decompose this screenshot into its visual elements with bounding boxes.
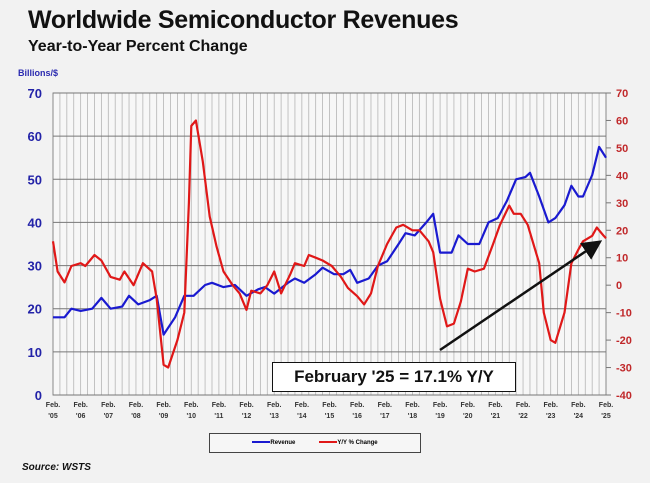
x-axis-tick-label: '05 bbox=[48, 413, 58, 420]
right-axis-tick-label: 0 bbox=[616, 280, 622, 292]
x-axis-tick-label: Feb. bbox=[267, 402, 281, 409]
left-axis-tick-label: 50 bbox=[28, 172, 42, 187]
legend: Revenue Y/Y % Change bbox=[209, 433, 421, 453]
x-axis-tick-label: Feb. bbox=[350, 402, 364, 409]
left-axis-tick-label: 20 bbox=[28, 302, 42, 317]
left-axis-tick-label: 30 bbox=[28, 259, 42, 274]
left-axis-tick-label: 40 bbox=[28, 215, 42, 230]
legend-item-revenue: Revenue bbox=[252, 440, 295, 446]
left-axis-tick-label: 60 bbox=[28, 129, 42, 144]
right-axis-tick-label: 40 bbox=[616, 170, 628, 182]
right-axis-tick-label: 50 bbox=[616, 143, 628, 155]
x-axis-tick-label: '10 bbox=[187, 413, 197, 420]
legend-item-yy-change: Y/Y % Change bbox=[319, 440, 378, 446]
x-axis-tick-label: '15 bbox=[325, 413, 335, 420]
x-axis-tick-label: Feb. bbox=[46, 402, 60, 409]
left-axis-tick-label: 70 bbox=[28, 86, 42, 101]
x-axis-tick-label: Feb. bbox=[295, 402, 309, 409]
x-axis-tick-label: '21 bbox=[491, 413, 501, 420]
chart-title: Worldwide Semiconductor Revenues bbox=[28, 6, 459, 34]
x-axis-tick-label: Feb. bbox=[461, 402, 475, 409]
source-note: Source: WSTS bbox=[22, 462, 91, 473]
annotation-box: February '25 = 17.1% Y/Y bbox=[272, 362, 516, 392]
x-axis-tick-label: '07 bbox=[104, 413, 114, 420]
left-axis-tick-label: 10 bbox=[28, 345, 42, 360]
x-axis-tick-label: Feb. bbox=[212, 402, 226, 409]
left-axis-unit-label: Billions/$ bbox=[18, 68, 59, 78]
legend-label: Revenue bbox=[270, 440, 296, 446]
x-axis-tick-label: '12 bbox=[242, 413, 252, 420]
x-axis-tick-label: Feb. bbox=[405, 402, 419, 409]
x-axis-tick-label: '23 bbox=[546, 413, 556, 420]
x-axis-tick-label: Feb. bbox=[544, 402, 558, 409]
x-axis-tick-label: '16 bbox=[352, 413, 362, 420]
x-axis-tick-label: '09 bbox=[159, 413, 169, 420]
x-axis-tick-label: '18 bbox=[408, 413, 418, 420]
x-axis-tick-label: '25 bbox=[601, 413, 611, 420]
x-axis-tick-label: Feb. bbox=[433, 402, 447, 409]
chart-subtitle: Year-to-Year Percent Change bbox=[28, 38, 248, 55]
x-axis-tick-label: Feb. bbox=[101, 402, 115, 409]
left-axis-tick-label: 0 bbox=[35, 388, 42, 403]
annotation-arrow bbox=[439, 240, 603, 352]
right-axis-tick-label: 60 bbox=[616, 115, 628, 127]
right-axis-tick-label: -30 bbox=[616, 363, 632, 375]
x-axis-tick-label: '14 bbox=[297, 413, 307, 420]
x-axis-tick-label: '08 bbox=[131, 413, 141, 420]
x-axis-tick-label: Feb. bbox=[239, 402, 253, 409]
x-axis-tick-label: Feb. bbox=[184, 402, 198, 409]
x-axis-tick-label: '06 bbox=[76, 413, 86, 420]
right-axis-tick-label: 20 bbox=[616, 225, 628, 237]
x-axis-tick-label: Feb. bbox=[129, 402, 143, 409]
right-axis-tick-label: 30 bbox=[616, 198, 628, 210]
x-axis-tick-label: Feb. bbox=[378, 402, 392, 409]
right-axis-tick-label: 70 bbox=[616, 88, 628, 100]
x-axis-tick-label: '24 bbox=[574, 413, 584, 420]
x-axis-tick-label: '20 bbox=[463, 413, 473, 420]
right-axis-tick-label: -20 bbox=[616, 335, 632, 347]
x-axis-tick-label: Feb. bbox=[488, 402, 502, 409]
x-axis-tick-label: Feb. bbox=[571, 402, 585, 409]
x-axis-tick-label: Feb. bbox=[73, 402, 87, 409]
revenue-line bbox=[53, 145, 607, 336]
x-axis-tick-label: Feb. bbox=[516, 402, 530, 409]
x-axis-tick-label: Feb. bbox=[322, 402, 336, 409]
x-axis-tick-label: '17 bbox=[380, 413, 390, 420]
x-axis-tick-label: '13 bbox=[269, 413, 279, 420]
x-axis-tick-label: '19 bbox=[435, 413, 445, 420]
x-axis-tick-label: Feb. bbox=[156, 402, 170, 409]
legend-label: Y/Y % Change bbox=[337, 440, 378, 446]
right-axis-tick-label: -40 bbox=[616, 390, 632, 402]
x-axis-tick-label: Feb. bbox=[599, 402, 613, 409]
right-axis-tick-label: 10 bbox=[616, 253, 628, 265]
x-axis-tick-label: '11 bbox=[214, 413, 223, 420]
right-axis-tick-label: -10 bbox=[616, 308, 632, 320]
x-axis-tick-label: '22 bbox=[518, 413, 528, 420]
